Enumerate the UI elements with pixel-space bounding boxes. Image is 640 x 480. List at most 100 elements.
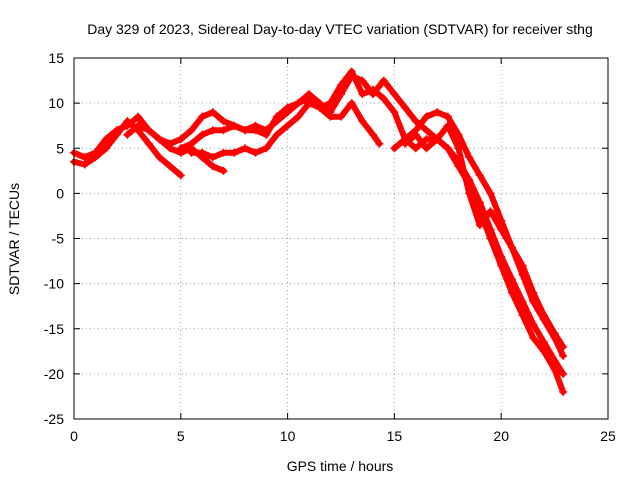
data-point	[144, 139, 153, 148]
y-tick-label: -5	[52, 231, 65, 247]
data-point	[486, 234, 495, 243]
data-point	[369, 85, 378, 94]
data-point	[262, 144, 271, 153]
data-point	[518, 261, 527, 270]
data-point	[337, 81, 345, 90]
data-point	[358, 90, 367, 99]
y-tick-label: -20	[44, 366, 64, 382]
data-point	[219, 117, 228, 126]
y-tick-labels: -25 -20 -15 -10 -5 0 5 10 15	[44, 50, 64, 427]
data-point	[187, 139, 196, 148]
data-point	[80, 160, 89, 169]
data-point	[102, 135, 111, 144]
data-point	[230, 148, 239, 157]
data-point	[134, 121, 143, 130]
data-point	[208, 126, 217, 135]
data-point	[507, 243, 516, 252]
series-track-5	[187, 67, 568, 396]
data-point	[294, 99, 303, 108]
data-point	[176, 144, 185, 153]
series-group	[70, 67, 568, 396]
data-point	[401, 103, 410, 112]
data-point	[208, 153, 217, 162]
data-point	[559, 351, 568, 360]
x-tick-label: 10	[280, 428, 296, 444]
data-point	[559, 342, 568, 351]
data-point	[112, 126, 121, 135]
data-point	[507, 288, 516, 297]
data-point	[208, 108, 217, 117]
x-tick-labels: 0 5 10 15 20 25	[70, 428, 616, 444]
data-point	[123, 130, 132, 139]
y-tick-label: 15	[48, 50, 64, 66]
data-point	[198, 130, 207, 139]
data-point	[529, 320, 538, 329]
y-axis-label: SDTVAR / TECUs	[6, 183, 22, 295]
data-point	[187, 148, 196, 157]
data-point	[375, 139, 384, 148]
data-point	[550, 365, 559, 374]
data-point	[422, 144, 431, 153]
data-point	[433, 135, 442, 144]
data-point	[337, 112, 345, 121]
data-point	[304, 99, 313, 108]
data-point	[454, 144, 463, 153]
data-point	[422, 135, 431, 144]
data-point	[294, 112, 303, 121]
data-point	[198, 112, 207, 121]
data-point	[155, 153, 164, 162]
y-tick-label: 10	[48, 95, 64, 111]
x-tick-label: 20	[493, 428, 509, 444]
data-point	[198, 148, 207, 157]
data-point	[422, 112, 431, 121]
data-point	[443, 112, 452, 121]
data-point	[240, 144, 249, 153]
data-point	[486, 207, 495, 216]
data-point	[401, 139, 410, 148]
y-tick-label: -25	[44, 411, 64, 427]
data-point	[187, 126, 196, 135]
data-point	[379, 94, 388, 103]
data-point	[539, 338, 548, 347]
data-point	[433, 108, 442, 117]
data-point	[219, 148, 228, 157]
data-point	[91, 148, 100, 157]
data-point	[539, 347, 548, 356]
data-point	[390, 108, 399, 117]
data-point	[230, 121, 239, 130]
data-point	[411, 117, 420, 126]
data-point	[272, 130, 281, 139]
x-tick-label: 0	[70, 428, 78, 444]
data-point	[283, 108, 292, 117]
series-track-7	[401, 121, 568, 351]
ticks	[73, 57, 609, 420]
data-point	[390, 90, 399, 99]
data-point	[219, 126, 228, 135]
data-point	[102, 144, 111, 153]
data-point	[454, 130, 463, 139]
y-tick-label: -15	[44, 321, 64, 337]
data-point	[518, 297, 527, 306]
data-point	[369, 130, 378, 139]
series-track-4	[176, 72, 568, 378]
data-point	[443, 121, 452, 130]
data-point	[251, 148, 260, 157]
data-point	[475, 220, 484, 229]
data-point	[559, 369, 568, 378]
data-point	[326, 108, 335, 117]
chart-title: Day 329 of 2023, Sidereal Day-to-day VTE…	[87, 21, 593, 37]
data-point	[251, 121, 260, 130]
data-point	[347, 67, 356, 76]
data-point	[443, 144, 452, 153]
data-point	[529, 288, 538, 297]
x-tick-label: 25	[600, 428, 616, 444]
series-line	[402, 122, 567, 350]
y-tick-label: -10	[44, 276, 64, 292]
y-tick-label: 0	[56, 185, 64, 201]
data-point	[304, 90, 313, 99]
data-point	[315, 103, 324, 112]
data-point	[539, 311, 548, 320]
data-point	[550, 329, 559, 338]
data-point	[465, 189, 474, 198]
